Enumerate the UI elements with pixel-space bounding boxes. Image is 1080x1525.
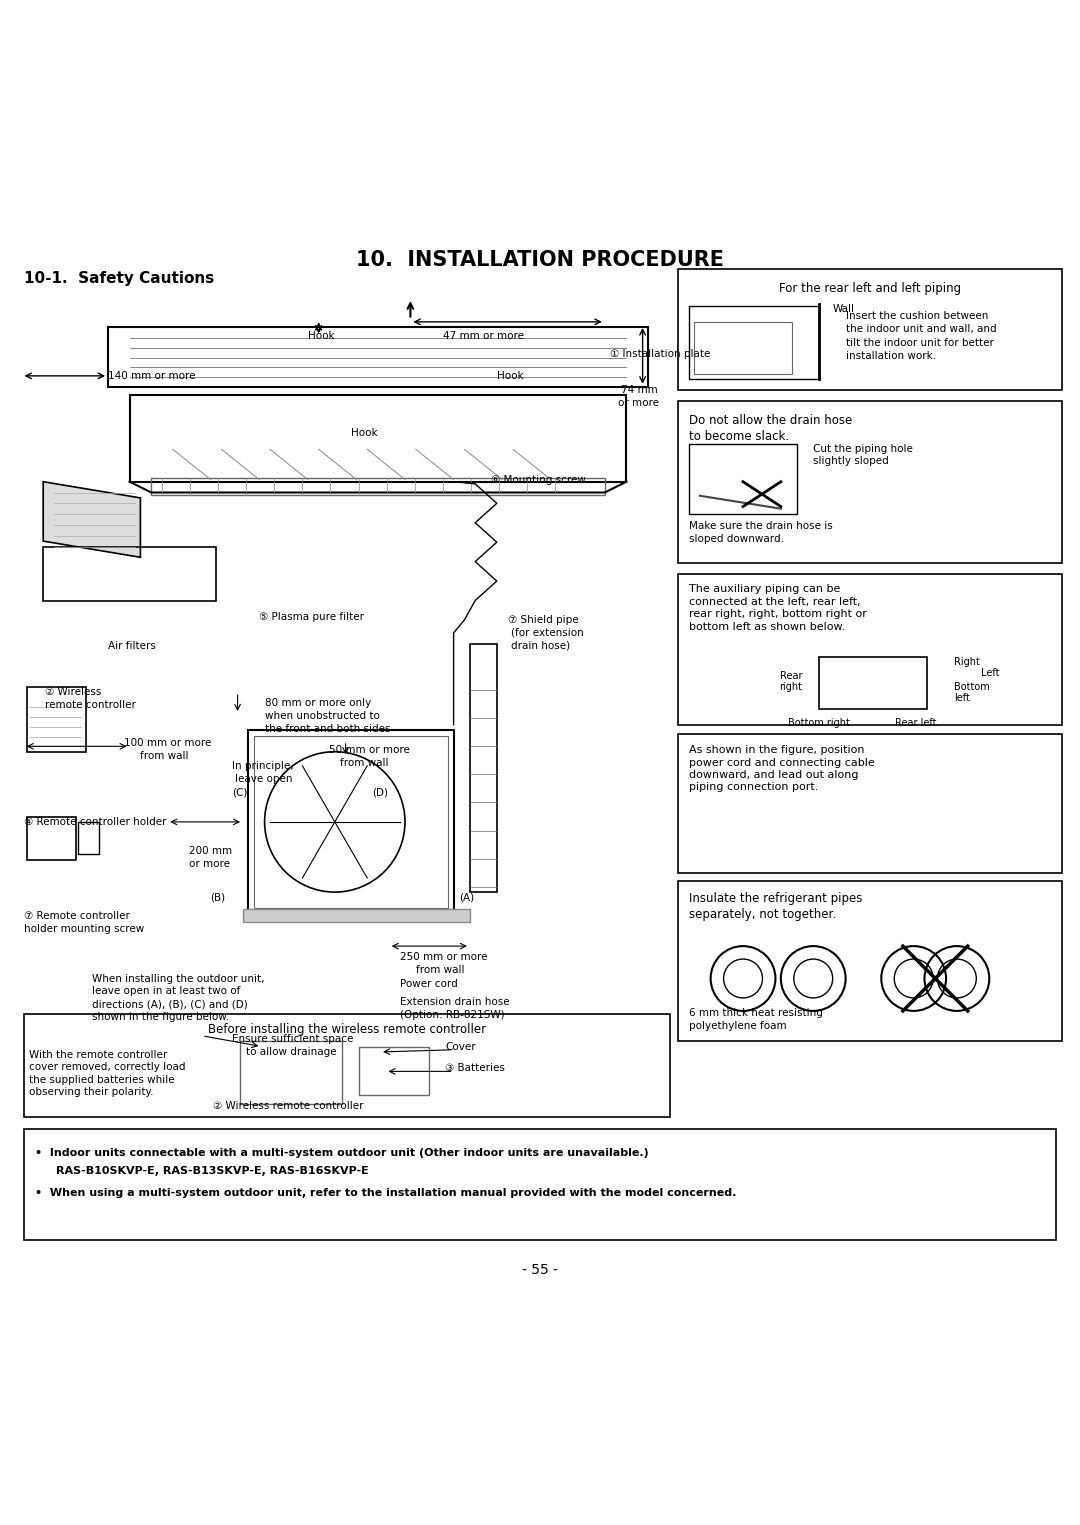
Text: When installing the outdoor unit,: When installing the outdoor unit, [92,973,265,984]
Text: holder mounting screw: holder mounting screw [24,924,144,933]
Bar [470,644,497,892]
Text: directions (A), (B), (C) and (D): directions (A), (B), (C) and (D) [92,999,247,1010]
Text: RAS-B10SKVP-E, RAS-B13SKVP-E, RAS-B16SKVP-E: RAS-B10SKVP-E, RAS-B13SKVP-E, RAS-B16SKV… [56,1167,369,1176]
Bar [24,1014,670,1116]
Bar [240,1042,342,1104]
Text: In principle,: In principle, [232,761,294,770]
Text: 250 mm or more: 250 mm or more [400,952,487,962]
Bar [678,573,1062,724]
Text: Wall: Wall [833,303,854,314]
Text: (for extension: (for extension [511,628,583,637]
Text: As shown in the figure, position
power cord and connecting cable
downward, and l: As shown in the figure, position power c… [689,746,875,793]
Text: ④ Remote controller holder: ④ Remote controller holder [24,817,166,827]
Text: 6 mm thick heat resisting
polyethylene foam: 6 mm thick heat resisting polyethylene f… [689,1008,823,1031]
Text: 10-1.  Safety Cautions: 10-1. Safety Cautions [24,271,214,287]
Text: Hook: Hook [308,331,335,342]
Text: shown in the figure below.: shown in the figure below. [92,1013,229,1022]
Bar [689,305,819,380]
Text: •  When using a multi-system outdoor unit, refer to the installation manual prov: • When using a multi-system outdoor unit… [35,1188,735,1199]
Text: Extension drain hose: Extension drain hose [400,997,510,1006]
Text: ③ Batteries: ③ Batteries [445,1063,504,1074]
Bar [78,822,99,854]
Text: (B): (B) [211,892,226,903]
Text: Insulate the refrigerant pipes
separately, not together.: Insulate the refrigerant pipes separatel… [689,892,863,921]
Text: ⑤ Plasma pure filter: ⑤ Plasma pure filter [259,612,364,622]
Text: leave open: leave open [235,773,293,784]
Bar [27,816,76,860]
Bar [359,1046,429,1095]
Text: ⑦ Remote controller: ⑦ Remote controller [24,910,130,921]
Text: the front and both sides: the front and both sides [265,724,390,734]
Bar [43,546,216,601]
Text: 50 mm or more: 50 mm or more [329,744,410,755]
Text: to allow drainage: to allow drainage [246,1048,337,1057]
Text: Ensure sufficient space: Ensure sufficient space [232,1034,353,1045]
Text: For the rear left and left piping: For the rear left and left piping [779,282,961,294]
Text: 74 mm: 74 mm [621,384,658,395]
Bar [24,1128,1056,1240]
Text: Cut the piping hole
slightly sloped: Cut the piping hole slightly sloped [813,444,913,467]
Bar [678,268,1062,390]
Text: 200 mm: 200 mm [189,846,232,856]
Text: ⑥ Mounting screw: ⑥ Mounting screw [491,474,586,485]
Text: (Option: RB-821SW): (Option: RB-821SW) [400,1010,504,1020]
Polygon shape [43,482,140,557]
Text: when unobstructed to: when unobstructed to [265,711,379,721]
Text: 10.  INSTALLATION PROCEDURE: 10. INSTALLATION PROCEDURE [356,250,724,270]
Bar [151,479,605,494]
Text: - 55 -: - 55 - [522,1263,558,1276]
Text: Insert the cushion between
the indoor unit and wall, and
tilt the indoor unit fo: Insert the cushion between the indoor un… [846,311,996,361]
Bar [694,322,792,374]
Text: 100 mm or more: 100 mm or more [124,738,212,749]
Bar [108,328,648,387]
Text: (A): (A) [459,892,474,903]
Bar [689,444,797,514]
Text: ① Installation plate: ① Installation plate [610,349,711,360]
Text: Bottom right: Bottom right [787,718,850,729]
Text: Do not allow the drain hose
to become slack.: Do not allow the drain hose to become sl… [689,413,852,442]
Text: Make sure the drain hose is
sloped downward.: Make sure the drain hose is sloped downw… [689,522,833,543]
Bar [130,395,626,482]
Text: •  Indoor units connectable with a multi-system outdoor unit (Other indoor units: • Indoor units connectable with a multi-… [35,1148,648,1157]
Text: Before installing the wireless remote controller: Before installing the wireless remote co… [207,1023,486,1035]
Text: ⑦ Shield pipe: ⑦ Shield pipe [508,615,578,625]
Text: remote controller: remote controller [45,700,136,711]
Text: ② Wireless remote controller: ② Wireless remote controller [213,1101,363,1110]
Text: (D): (D) [373,788,389,798]
Bar [678,735,1062,872]
Bar [243,909,470,923]
Text: from wall: from wall [416,965,464,974]
Text: The auxiliary piping can be
connected at the left, rear left,
rear right, right,: The auxiliary piping can be connected at… [689,584,867,631]
Text: Hook: Hook [497,371,524,381]
Bar [248,730,454,913]
Text: Rear
right: Rear right [780,671,802,692]
Text: Bottom
left: Bottom left [954,682,989,703]
Text: Power cord: Power cord [400,979,457,988]
Text: Right: Right [954,657,980,666]
Text: With the remote controller
cover removed, correctly load
the supplied batteries : With the remote controller cover removed… [29,1049,186,1096]
Text: from wall: from wall [140,750,189,761]
Text: Cover: Cover [445,1042,475,1052]
Text: Air filters: Air filters [108,640,156,651]
Text: 140 mm or more: 140 mm or more [108,371,195,381]
Bar [27,686,86,752]
Bar [254,735,448,909]
Bar [678,401,1062,563]
Text: Hook: Hook [351,429,378,438]
Text: 47 mm or more: 47 mm or more [443,331,524,342]
Text: or more: or more [618,398,659,407]
Text: from wall: from wall [340,758,389,767]
Text: Rear left: Rear left [895,718,936,729]
Text: drain hose): drain hose) [511,640,570,651]
Text: ② Wireless: ② Wireless [45,688,102,697]
Text: Left: Left [981,668,999,677]
Text: 80 mm or more only: 80 mm or more only [265,698,370,708]
Text: leave open in at least two of: leave open in at least two of [92,987,240,996]
Text: or more: or more [189,859,230,869]
Bar [819,657,927,709]
Bar [678,881,1062,1042]
Text: (C): (C) [232,788,247,798]
